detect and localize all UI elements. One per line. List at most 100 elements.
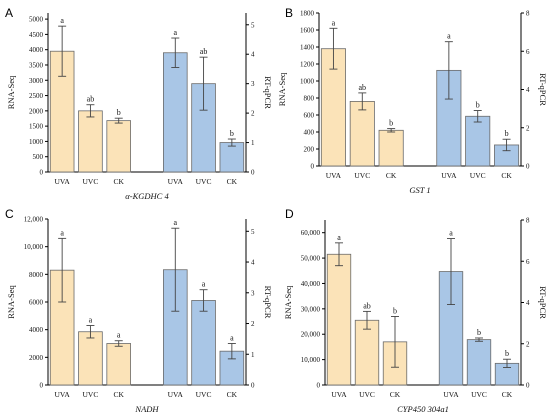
right-tick-label: 5 [251, 228, 255, 236]
left-tick-label: 6000 [29, 299, 44, 307]
left-tick-label: 0 [40, 382, 44, 390]
left-tick-label: 3500 [29, 61, 44, 69]
left-tick-label: 40,000 [301, 280, 321, 288]
left-tick-label: 1200 [300, 61, 315, 69]
qpcr-bar [163, 52, 188, 173]
left-tick-label: 2500 [29, 92, 44, 100]
qpcr-significance-letter: b [477, 328, 481, 337]
category-label: UVA [441, 171, 457, 180]
right-tick-label: 1 [251, 351, 255, 359]
qpcr-bar [465, 115, 491, 167]
left-tick-label: 1600 [300, 27, 315, 35]
category-label: CK [386, 171, 397, 180]
chart-svg-b: 0 200 400 600 800 1000 1200 1400 1600 1800 0 2 4 6 8 RN… [277, 10, 548, 196]
rnaseq-bar [349, 101, 375, 167]
right-tick-label: 8 [526, 217, 530, 225]
right-tick-label: 3 [251, 289, 255, 297]
category-label: UVA [326, 171, 342, 180]
chart-svg-c: 0 2000 4000 6000 8000 10,000 12,000 0 1 2 3 4 5 RNA-S… [6, 216, 273, 415]
rnaseq-significance-letter: a [117, 331, 121, 340]
left-tick-label: 0 [311, 163, 315, 171]
left-tick-label: 1000 [29, 138, 44, 146]
category-label: UVC [359, 390, 375, 399]
rnaseq-significance-letter: b [389, 119, 393, 128]
rnaseq-significance-letter: ab [363, 301, 371, 310]
category-label: UVA [168, 390, 184, 399]
qpcr-significance-letter: b [476, 101, 480, 110]
qpcr-bar [191, 300, 216, 386]
chart-svg-a: 0 500 1000 1500 2000 2500 3000 3500 4000 4500 5000… [6, 13, 273, 201]
left-tick-label: 600 [304, 112, 315, 120]
right-tick-label: 0 [526, 163, 530, 171]
right-tick-label: 3 [251, 80, 255, 88]
panel-label-c: C [5, 207, 14, 221]
rnaseq-bar [354, 319, 380, 386]
category-label: CK [114, 390, 125, 399]
left-tick-label: 800 [304, 95, 315, 103]
qpcr-significance-letter: a [447, 32, 451, 41]
rnaseq-bar [106, 120, 131, 173]
gene-title: GST 1 [409, 185, 430, 195]
left-tick-label: 1400 [300, 44, 315, 52]
left-axis-title: RNA-Seq [283, 285, 293, 319]
chart-panel-b: 0 200 400 600 800 1000 1200 1400 1600 1800 0 2 4 6 8 RN… [275, 0, 550, 207]
chart-panel-d: 0 10,000 20,000 30,000 40,000 50,000 60,000 0 2 4… [275, 207, 550, 414]
panel-label-b: B [285, 6, 294, 20]
right-tick-label: 0 [251, 382, 255, 390]
left-tick-label: 4000 [29, 326, 44, 334]
panel-label-d: D [285, 207, 294, 221]
rnaseq-significance-letter: b [117, 108, 121, 117]
category-label: UVA [331, 390, 347, 399]
qpcr-significance-letter: b [505, 129, 509, 138]
qpcr-bar [466, 339, 492, 386]
category-label: UVC [83, 390, 99, 399]
category-label: UVC [196, 390, 212, 399]
left-tick-label: 3000 [29, 77, 44, 85]
gene-title: NADH [134, 404, 159, 414]
right-axis-title: RT-qPCR [538, 73, 548, 106]
rnaseq-significance-letter: a [337, 233, 341, 242]
rnaseq-significance-letter: ab [87, 95, 95, 104]
rnaseq-significance-letter: b [393, 306, 397, 315]
left-tick-label: 2000 [29, 354, 44, 362]
right-axis-title: RT-qPCR [263, 76, 273, 109]
left-tick-label: 50,000 [301, 255, 321, 263]
category-label: UVC [471, 390, 487, 399]
left-axis-title: RNA-Seq [6, 284, 16, 318]
category-label: UVA [443, 390, 459, 399]
left-tick-label: 20,000 [301, 331, 321, 339]
left-tick-label: 30,000 [301, 305, 321, 313]
right-tick-label: 0 [526, 382, 530, 390]
left-tick-label: 2000 [29, 107, 44, 115]
chart-panel-a: 0 500 1000 1500 2000 2500 3000 3500 4000 4500 5000… [0, 0, 275, 207]
qpcr-significance-letter: a [174, 218, 178, 227]
category-label: UVA [168, 177, 184, 186]
qpcr-significance-letter: a [174, 28, 178, 37]
category-label: UVA [54, 177, 70, 186]
left-tick-label: 4000 [29, 46, 44, 54]
right-tick-label: 0 [251, 169, 255, 177]
left-axis-title: RNA-Seq [277, 72, 287, 106]
qpcr-significance-letter: a [449, 229, 453, 238]
left-tick-label: 10,000 [24, 243, 44, 251]
left-tick-label: 1000 [300, 78, 315, 86]
rnaseq-significance-letter: ab [359, 83, 367, 92]
qpcr-significance-letter: b [505, 349, 509, 358]
qpcr-significance-letter: b [230, 129, 234, 138]
category-label: UVC [196, 177, 212, 186]
right-tick-label: 8 [526, 10, 530, 18]
right-tick-label: 2 [251, 110, 255, 118]
rnaseq-bar [78, 110, 103, 173]
left-axis-title: RNA-Seq [6, 75, 16, 109]
right-tick-label: 4 [251, 51, 255, 59]
right-axis-title: RT-qPCR [538, 286, 548, 319]
rnaseq-significance-letter: a [332, 18, 336, 27]
chart-svg-d: 0 10,000 20,000 30,000 40,000 50,000 60,000 0 2 4… [283, 217, 548, 415]
category-label: CK [227, 390, 238, 399]
right-tick-label: 2 [526, 124, 530, 132]
rnaseq-bar [326, 253, 352, 386]
category-label: UVC [83, 177, 99, 186]
category-label: UVC [470, 171, 486, 180]
right-tick-label: 6 [526, 258, 530, 266]
